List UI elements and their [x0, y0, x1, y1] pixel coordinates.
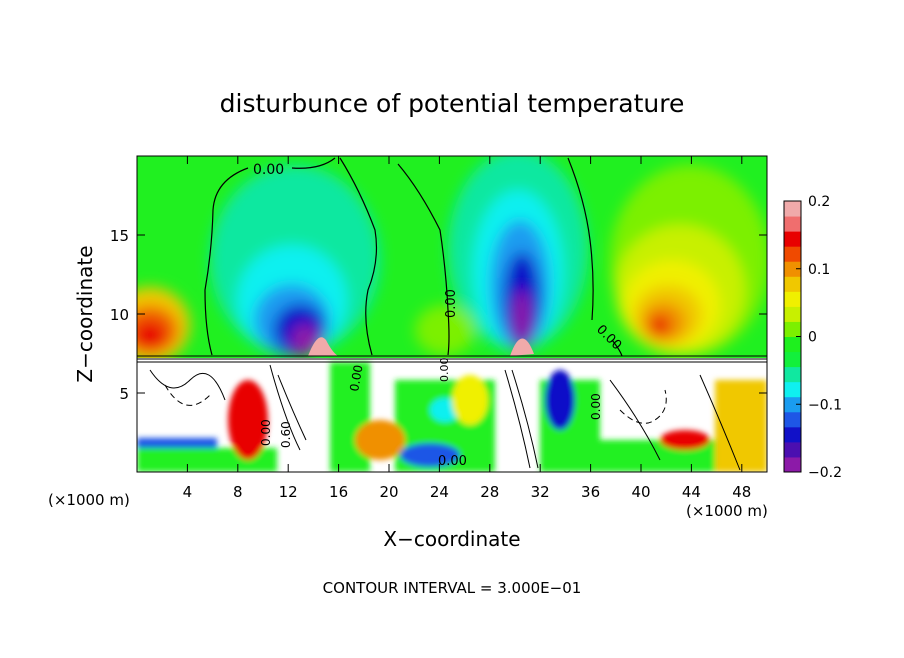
- colorbar-swatch: [784, 261, 801, 277]
- colorbar-swatch: [784, 456, 801, 473]
- y-axis-label: Z−coordinate: [73, 245, 97, 382]
- colorbar-tick-label: −0.2: [808, 465, 842, 481]
- colorbar-swatch: [784, 246, 801, 262]
- colorbar-tick-label: 0.2: [808, 194, 830, 210]
- contour-label: 0.60: [279, 421, 293, 448]
- colorbar-swatch: [784, 291, 801, 307]
- colorbar-swatch: [784, 396, 801, 413]
- colorbar-swatch: [784, 336, 801, 353]
- contour-label: 0.00: [438, 454, 467, 469]
- colorbar-swatch: [784, 441, 801, 458]
- colorbar-swatch: [784, 381, 801, 398]
- inversion-layer: [137, 355, 767, 363]
- x-axis-label: X−coordinate: [383, 527, 520, 551]
- colorbar-swatch: [784, 321, 801, 337]
- x-tick-label: 48: [732, 483, 751, 501]
- colorbar-swatch: [784, 231, 801, 247]
- x-tick-label: 40: [631, 483, 650, 501]
- contour-interval-footer: CONTOUR INTERVAL = 3.000E−01: [323, 579, 582, 597]
- colorbar-tick-label: 0: [808, 330, 817, 346]
- x-tick-label: 24: [430, 483, 449, 501]
- x-tick-label: 8: [233, 483, 243, 501]
- x-axis: 4 8 12 16 20 24 28 32 36 40 44 48: [183, 156, 751, 501]
- contour-label: 0.00: [444, 289, 459, 318]
- pink-peak: [510, 338, 534, 356]
- contour-label: 0.00: [347, 364, 365, 393]
- x-unit-label-left: (×1000 m): [48, 491, 130, 509]
- x-tick-label: 4: [183, 483, 193, 501]
- contour-label: 0.00: [253, 162, 284, 178]
- colorbar-tick-label: 0.1: [808, 262, 830, 278]
- x-tick-label: 28: [480, 483, 499, 501]
- upper-field: [137, 156, 767, 363]
- x-tick-label: 44: [682, 483, 701, 501]
- colorbar: 0.2 0.1 0 −0.1 −0.2: [783, 194, 842, 481]
- contour-label: 0.00: [589, 393, 603, 420]
- y-tick-label: 5: [119, 385, 129, 403]
- x-tick-label: 12: [279, 483, 298, 501]
- x-tick-label: 16: [329, 483, 348, 501]
- colorbar-swatch: [784, 201, 801, 217]
- x-unit-label-right: (×1000 m): [686, 502, 768, 520]
- y-tick-label: 15: [110, 227, 129, 245]
- contour-label: 0.00: [438, 358, 451, 383]
- chart-title: disturbunce of potential temperature: [220, 89, 685, 118]
- colorbar-swatch: [784, 366, 801, 383]
- pink-peak: [308, 337, 338, 356]
- x-tick-label: 36: [581, 483, 600, 501]
- y-tick-label: 10: [110, 306, 129, 324]
- zero-contours: [204, 157, 623, 357]
- colorbar-tick-label: −0.1: [808, 397, 842, 413]
- colorbar-swatch: [784, 216, 801, 232]
- colorbar-swatch: [784, 426, 801, 443]
- x-tick-label: 32: [531, 483, 550, 501]
- colorbar-swatch: [784, 306, 801, 322]
- lower-field: [137, 358, 767, 472]
- colorbar-swatch: [784, 351, 801, 368]
- plot-area: [137, 156, 767, 472]
- y-axis: 5 10 15: [110, 227, 767, 403]
- contour-label: 0.00: [259, 419, 273, 446]
- colorbar-swatch: [784, 276, 801, 292]
- x-tick-label: 20: [379, 483, 398, 501]
- colorbar-swatch: [784, 411, 801, 428]
